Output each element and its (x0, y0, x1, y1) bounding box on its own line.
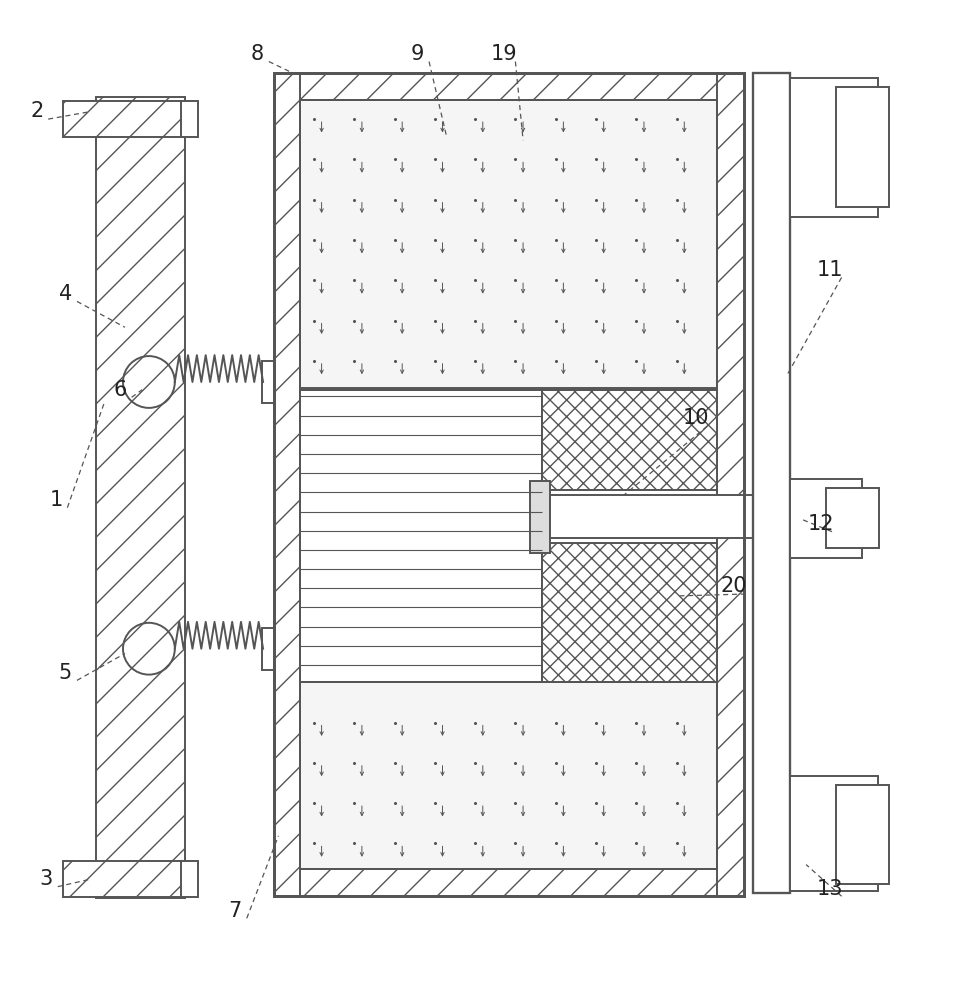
Bar (530, 481, 549, 553)
Bar (96, 97, 185, 898)
Text: 3: 3 (39, 869, 53, 889)
Bar (789, 78, 877, 217)
Text: 4: 4 (59, 284, 72, 304)
Bar (300, 100, 716, 390)
Text: 20: 20 (720, 576, 746, 596)
Bar (274, 73, 300, 896)
Text: 10: 10 (682, 408, 708, 428)
Text: 9: 9 (411, 44, 423, 64)
Bar (300, 100, 716, 390)
Text: 6: 6 (113, 380, 127, 400)
Bar (300, 390, 542, 682)
Bar (262, 628, 273, 670)
Text: 11: 11 (816, 260, 842, 280)
Bar (753, 73, 789, 893)
Bar (300, 682, 716, 869)
Text: 8: 8 (250, 44, 264, 64)
Bar (180, 861, 198, 897)
Text: 5: 5 (59, 663, 72, 683)
Bar (63, 101, 182, 137)
Text: 2: 2 (30, 101, 43, 121)
Bar (542, 490, 716, 543)
Bar (274, 73, 743, 896)
Bar (274, 73, 743, 100)
Bar (835, 785, 888, 884)
Bar (835, 87, 888, 207)
Text: 13: 13 (816, 879, 842, 899)
Bar (549, 495, 794, 538)
Text: 12: 12 (807, 514, 833, 534)
Text: 19: 19 (490, 44, 516, 64)
Bar (274, 869, 743, 896)
Bar (542, 390, 716, 490)
Bar (180, 101, 198, 137)
Bar (789, 776, 877, 891)
Polygon shape (300, 388, 716, 390)
Bar (262, 361, 273, 403)
Bar (300, 682, 716, 869)
Bar (789, 479, 861, 558)
Bar (542, 543, 716, 682)
Text: 7: 7 (229, 901, 242, 921)
Bar (716, 73, 743, 896)
Bar (300, 390, 542, 682)
Bar (63, 861, 182, 897)
Bar (825, 488, 878, 548)
Bar (274, 73, 743, 896)
Text: 1: 1 (49, 490, 63, 510)
